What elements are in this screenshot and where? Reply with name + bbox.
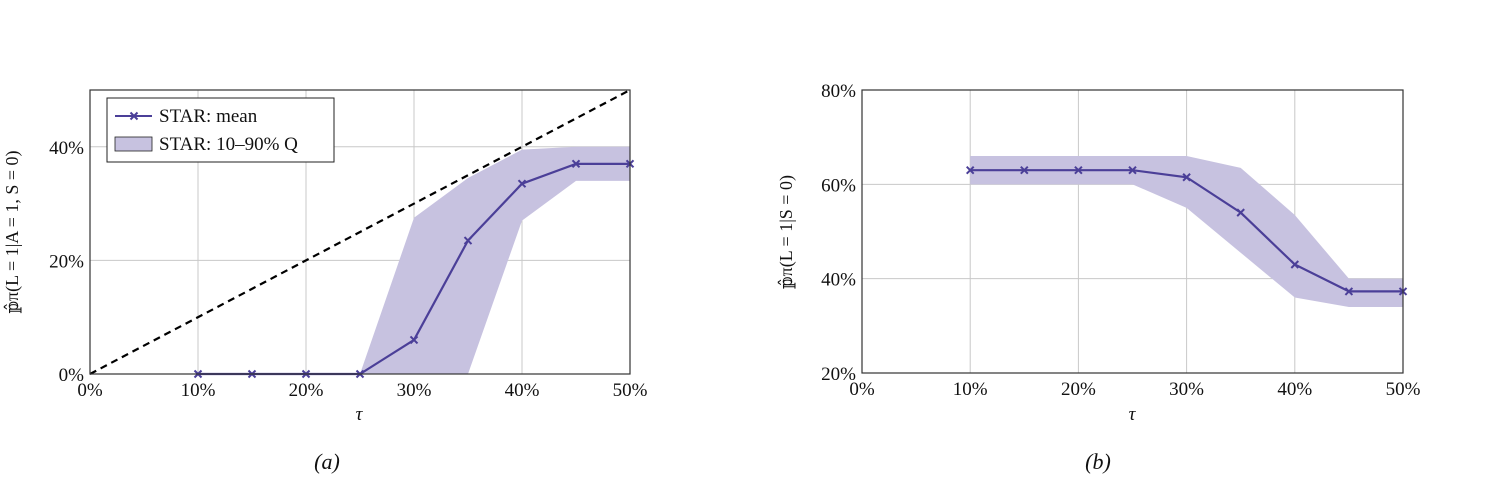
y-tick-label: 20% [821,364,856,385]
x-tick-label: 30% [1169,379,1204,400]
data-point-marker [571,159,581,169]
data-point-marker [1236,208,1245,217]
panel-b-quantile-band [970,156,1403,307]
data-point-marker [1182,173,1191,182]
panel-b-y-tick-labels: 20% 40% 60% 80% [821,81,856,385]
x-tick-label: 20% [289,380,324,401]
data-point-marker [409,335,419,345]
y-tick-label: 60% [821,175,856,196]
panel-a-plot-frame [89,89,631,375]
panel-b-plot-frame [861,89,1404,374]
data-point-marker [1128,165,1137,175]
y-tick-label: 20% [49,251,84,272]
panel-b-y-axis-label: 𝕡̂π(L = 1|S = 0) [776,175,797,289]
y-tick-label: 40% [49,138,84,159]
legend-mean-marker [129,111,139,121]
panel-a: 0% 10% 20% 30% 40% 50% 0% 20% 40% τ 𝕡̂π(L = 1|A… [2,89,648,474]
panel-b: 0% 10% 20% 30% 40% 50% 20% 40% 60% 80% τ 𝕡̂π(L =… [776,81,1421,474]
panel-a-y-axis-label: 𝕡̂π(L = 1|A = 1, S = 0) [2,150,23,313]
y-tick-label: 80% [821,81,856,102]
panel-b-markers [965,165,1408,296]
x-tick-label: 40% [505,380,540,401]
x-tick-label: 40% [1277,379,1312,400]
panel-b-grid [861,89,1404,374]
panel-a-caption: (a) [314,449,340,474]
legend-mean-label: STAR: mean [159,106,258,127]
panel-a-diagonal-line [89,89,631,375]
data-point-marker [1290,260,1300,269]
data-point-marker [1074,165,1083,175]
data-point-marker [517,179,527,188]
y-tick-label: 0% [59,365,85,386]
x-tick-label: 10% [181,380,216,401]
panel-b-x-axis-label: τ [1129,404,1137,425]
x-tick-label: 10% [953,379,988,400]
x-tick-label: 30% [397,380,432,401]
legend-band-swatch [114,136,153,152]
y-tick-label: 40% [821,270,856,291]
panel-a-markers [193,159,635,379]
x-tick-label: 0% [77,380,103,401]
quantile-band-area [970,156,1403,307]
x-tick-label: 50% [613,380,648,401]
panel-a-x-tick-labels: 0% 10% 20% 30% 40% 50% [77,380,647,401]
panel-a-y-tick-labels: 0% 20% 40% [49,138,84,386]
data-point-marker [1020,165,1029,175]
panel-a-x-axis-label: τ [356,404,364,425]
data-point-marker [463,236,473,245]
data-point-marker [965,165,975,175]
x-tick-label: 20% [1061,379,1096,400]
diagonal-reference-line [89,89,631,375]
legend: STAR: mean STAR: 10–90% Q [106,97,335,163]
x-tick-label: 50% [1386,379,1421,400]
data-point-marker [1344,287,1354,296]
panel-b-caption: (b) [1085,449,1111,474]
legend-band-label: STAR: 10–90% Q [159,134,298,155]
x-tick-label: 0% [849,379,875,400]
panel-b-x-tick-labels: 0% 10% 20% 30% 40% 50% [849,379,1420,400]
